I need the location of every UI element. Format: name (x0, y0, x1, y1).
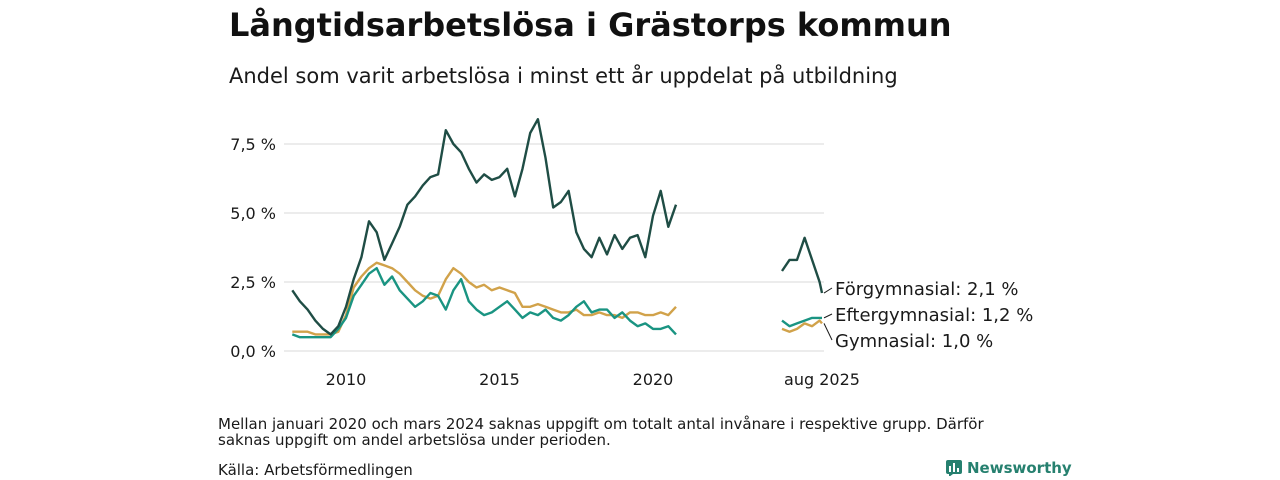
series-line-eftergymnasial (291, 267, 677, 339)
newsworthy-logo-icon (946, 460, 962, 476)
brand-logo: Newsworthy (946, 459, 1072, 477)
label-leader-line (823, 287, 833, 294)
chart-title: Långtidsarbetslösa i Grästorps kommun (229, 6, 952, 44)
label-leader-line (823, 323, 833, 341)
chart-subtitle: Andel som varit arbetslösa i minst ett å… (229, 64, 898, 88)
series-label-forgymnasial: Förgymnasial: 2,1 % (835, 279, 1019, 300)
y-tick-label: 7,5 % (230, 135, 276, 154)
series-line-forgymnasial (291, 118, 678, 336)
series-line-gymnasial (292, 261, 677, 336)
source-note: Källa: Arbetsförmedlingen (218, 461, 413, 479)
y-tick-label: 0,0 % (230, 342, 276, 361)
y-tick-label: 5,0 % (230, 204, 276, 223)
x-end-label: aug 2025 (784, 370, 860, 389)
series-line-eftergymnasial (781, 316, 822, 328)
series-line-gymnasial (781, 319, 823, 333)
x-tick-label: 2010 (326, 370, 367, 389)
brand-name: Newsworthy (967, 459, 1072, 477)
label-leader-line (823, 313, 833, 319)
y-tick-label: 2,5 % (230, 273, 276, 292)
series-label-eftergymnasial: Eftergymnasial: 1,2 % (835, 305, 1033, 326)
x-tick-label: 2015 (479, 370, 520, 389)
x-tick-label: 2020 (633, 370, 674, 389)
series-line-forgymnasial (781, 236, 824, 294)
series-label-gymnasial: Gymnasial: 1,0 % (835, 331, 993, 352)
footnote: Mellan januari 2020 och mars 2024 saknas… (218, 415, 984, 449)
